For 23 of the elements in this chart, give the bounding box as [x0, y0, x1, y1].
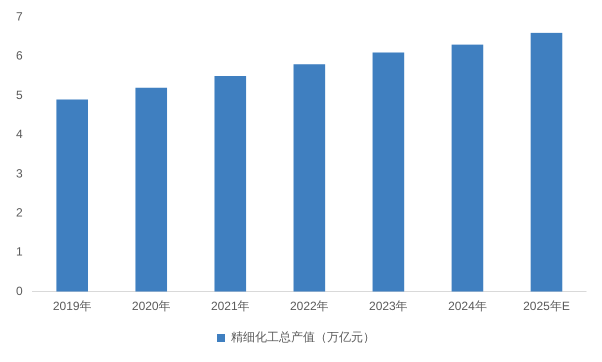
y-tick-label: 7 — [16, 10, 23, 24]
x-tick-label: 2023年 — [369, 299, 408, 314]
y-tick-label: 4 — [16, 127, 23, 142]
bar — [135, 88, 168, 292]
x-tick-label: 2021年 — [210, 299, 250, 314]
y-tick-label: 1 — [16, 244, 23, 259]
bar — [214, 76, 246, 292]
bar — [294, 64, 326, 292]
x-tick-label: 2024年 — [448, 299, 487, 314]
bar — [530, 32, 562, 292]
x-tick-label: 2022年 — [290, 299, 329, 314]
bar — [56, 100, 88, 292]
x-tick-label: 2020年 — [132, 299, 171, 314]
x-tick-label: 2019年 — [52, 299, 92, 314]
y-tick-label: 5 — [16, 88, 23, 102]
y-tick-label: 0 — [16, 284, 23, 298]
bar — [372, 52, 404, 292]
legend-label: 精细化工总产值（万亿元） — [231, 330, 375, 344]
y-tick-label: 2 — [16, 206, 23, 220]
bar — [452, 44, 484, 292]
x-tick-label: 2025年E — [523, 299, 570, 314]
y-tick-label: 3 — [16, 166, 23, 180]
y-tick-label: 6 — [16, 48, 23, 63]
